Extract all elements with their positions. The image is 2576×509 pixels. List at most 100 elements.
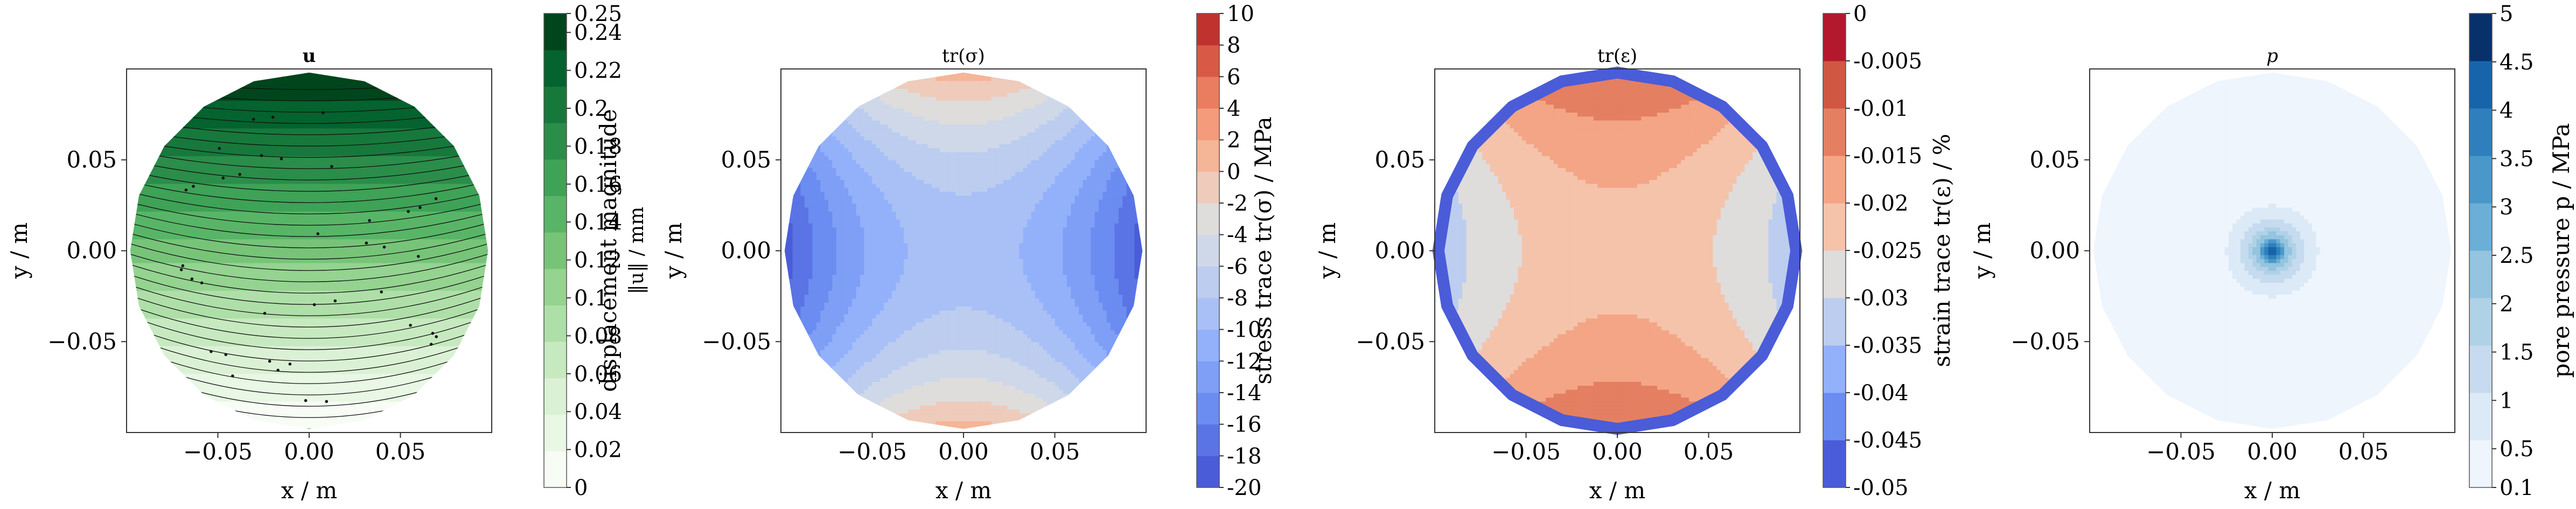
field-cell xyxy=(309,294,314,299)
field-cell xyxy=(341,84,346,89)
field-cell xyxy=(162,120,167,125)
field-cell xyxy=(241,203,246,208)
field-cell xyxy=(305,235,310,240)
field-cell xyxy=(221,306,226,311)
field-cell xyxy=(333,353,338,358)
field-cell xyxy=(130,318,135,323)
field-cell xyxy=(341,183,346,188)
field-cell xyxy=(190,151,194,156)
field-cell xyxy=(162,282,167,287)
field-cell xyxy=(186,294,191,299)
field-cell xyxy=(198,409,203,414)
field-cell xyxy=(289,405,294,410)
field-cell xyxy=(273,191,278,196)
field-cell xyxy=(206,159,211,164)
field-cell xyxy=(333,159,338,164)
field-cell xyxy=(186,250,191,255)
field-cell xyxy=(162,298,167,303)
field-cell xyxy=(146,187,151,192)
field-cell xyxy=(253,302,258,307)
field-cell xyxy=(238,156,242,161)
field-cell xyxy=(277,140,282,144)
field-cell xyxy=(134,112,139,117)
field-cell xyxy=(313,389,318,394)
field-cell xyxy=(221,326,226,331)
field-cell xyxy=(257,274,262,279)
field-cell xyxy=(146,413,151,417)
field-cell xyxy=(245,413,250,417)
field-cell xyxy=(333,140,338,144)
field-cell xyxy=(313,274,318,279)
field-cell xyxy=(218,310,222,315)
field-cell xyxy=(321,314,326,319)
field-cell xyxy=(241,385,246,390)
field-cell xyxy=(313,187,318,192)
field-cell xyxy=(253,207,258,212)
field-cell xyxy=(162,270,167,275)
field-cell xyxy=(341,306,346,311)
field-cell xyxy=(193,239,199,243)
field-cell xyxy=(130,159,135,164)
field-cell xyxy=(142,156,147,161)
field-cell xyxy=(229,140,234,144)
field-cell xyxy=(150,148,155,152)
field-cell xyxy=(225,314,231,319)
field-cell xyxy=(142,405,147,410)
field-cell xyxy=(341,92,346,97)
field-cell xyxy=(289,128,294,133)
field-cell xyxy=(317,88,322,93)
field-cell xyxy=(134,144,139,149)
field-cell xyxy=(229,132,234,137)
field-cell xyxy=(345,179,350,184)
field-cell xyxy=(249,195,254,200)
field-cell xyxy=(333,235,338,240)
field-cell xyxy=(293,286,298,291)
field-cell xyxy=(325,330,330,334)
field-cell xyxy=(178,350,183,354)
field-cell xyxy=(233,116,238,121)
field-cell xyxy=(238,357,242,362)
field-cell xyxy=(257,282,262,287)
field-cell xyxy=(249,298,254,303)
field-cell xyxy=(325,262,330,267)
field-cell xyxy=(142,223,147,228)
field-cell xyxy=(181,262,186,267)
field-cell xyxy=(134,353,139,358)
field-cell xyxy=(218,191,222,196)
field-cell xyxy=(134,239,139,243)
field-cell xyxy=(233,389,238,394)
field-cell xyxy=(181,231,186,235)
field-cell xyxy=(265,326,270,331)
field-cell xyxy=(178,294,183,299)
field-cell xyxy=(181,195,186,200)
field-cell xyxy=(293,72,298,77)
field-cell xyxy=(198,80,203,85)
field-cell xyxy=(261,330,266,334)
field-cell xyxy=(345,262,350,267)
field-cell xyxy=(329,373,334,378)
field-cell xyxy=(305,278,310,283)
field-cell xyxy=(229,310,234,315)
field-cell xyxy=(345,120,350,125)
field-cell xyxy=(178,203,183,208)
field-cell xyxy=(138,156,143,161)
field-cell xyxy=(253,381,258,386)
field-cell xyxy=(146,266,151,271)
field-cell xyxy=(348,338,354,343)
field-cell xyxy=(221,235,226,240)
field-cell xyxy=(273,326,278,331)
field-cell xyxy=(293,424,298,429)
field-cell xyxy=(238,369,242,374)
field-cell xyxy=(213,270,218,275)
field-cell xyxy=(257,421,262,426)
field-cell xyxy=(138,239,143,243)
field-cell xyxy=(225,306,231,311)
field-cell xyxy=(305,266,310,271)
field-cell xyxy=(261,92,266,97)
field-cell xyxy=(265,357,270,362)
field-cell xyxy=(158,274,163,279)
field-cell xyxy=(178,88,183,93)
field-cell xyxy=(273,302,278,307)
field-cell xyxy=(146,345,151,351)
field-cell xyxy=(134,156,139,161)
